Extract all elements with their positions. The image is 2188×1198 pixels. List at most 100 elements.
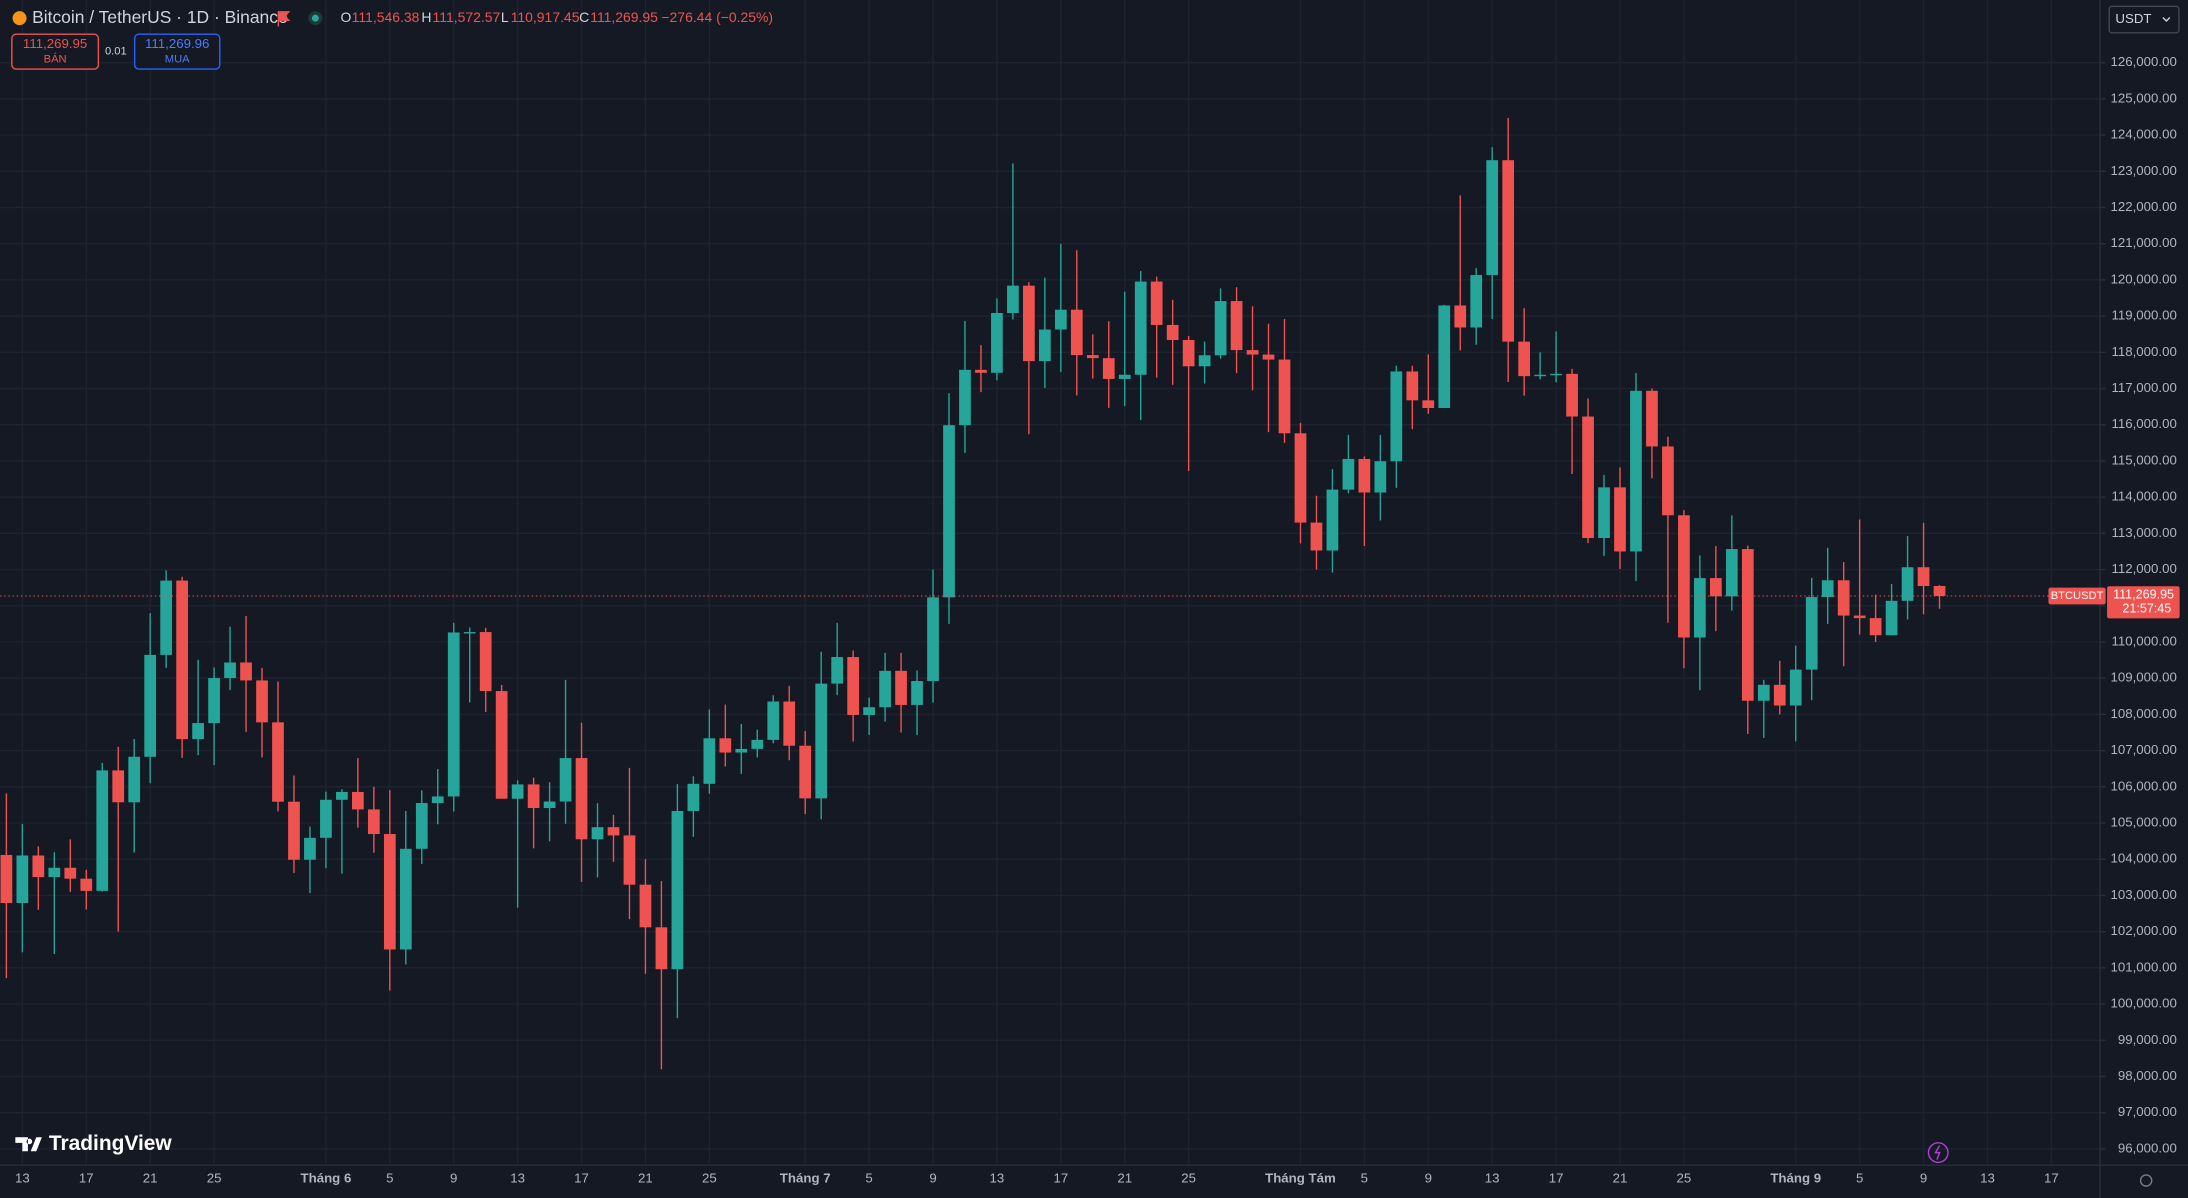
candle-body xyxy=(192,723,204,740)
candle-body xyxy=(543,801,556,809)
x-tick-label: 17 xyxy=(574,1171,589,1186)
x-tick-label: Tháng 7 xyxy=(780,1171,831,1186)
candle-body xyxy=(1582,416,1594,538)
candle-body xyxy=(1278,359,1291,434)
y-tick-label: 97,000.00 xyxy=(2118,1104,2177,1119)
x-tick-label: 21 xyxy=(1613,1171,1628,1186)
candle-body xyxy=(352,791,364,810)
candle-body xyxy=(1007,285,1019,314)
candle-body xyxy=(1326,489,1339,551)
candle-body xyxy=(1390,371,1403,462)
y-tick-label: 103,000.00 xyxy=(2111,887,2177,902)
candle-body xyxy=(1853,615,1866,619)
candle-body xyxy=(639,884,652,928)
candle-body xyxy=(959,369,971,426)
y-tick-label: 124,000.00 xyxy=(2111,127,2177,142)
ohlc-value: 111,572.57 xyxy=(433,9,501,25)
candle-body xyxy=(128,756,141,803)
y-tick-label: 112,000.00 xyxy=(2111,561,2176,576)
candle-body xyxy=(1741,549,1754,701)
candle-body xyxy=(1470,275,1483,328)
y-tick-label: 107,000.00 xyxy=(2111,742,2177,757)
candle-body xyxy=(1933,585,1946,597)
candle-body xyxy=(815,683,828,799)
buy-button[interactable] xyxy=(133,33,221,70)
symbol-title[interactable]: Bitcoin / TetherUS · 1D · Binance xyxy=(32,7,288,27)
currency-select[interactable] xyxy=(2108,5,2180,34)
candle-body xyxy=(240,662,252,681)
y-tick-label: 115,000.00 xyxy=(2111,452,2176,467)
x-tick-label: 9 xyxy=(929,1171,936,1186)
candle-body xyxy=(1486,160,1499,276)
y-tick-label: 96,000.00 xyxy=(2118,1140,2177,1155)
y-tick-label: 108,000.00 xyxy=(2111,706,2177,721)
candle-body xyxy=(1166,324,1179,341)
candle-body xyxy=(1150,281,1163,325)
candle-body xyxy=(367,809,380,835)
candle-body xyxy=(1550,373,1562,376)
candle-body xyxy=(991,313,1003,373)
candle-body xyxy=(911,681,923,705)
candle-body xyxy=(160,580,173,655)
candle-body xyxy=(1646,390,1658,447)
candle-body xyxy=(1502,160,1515,342)
y-tick-label: 98,000.00 xyxy=(2118,1068,2177,1083)
x-tick-label: 21 xyxy=(638,1171,653,1186)
candle-body xyxy=(288,801,300,860)
candle-body xyxy=(591,827,604,840)
candle-body xyxy=(575,758,588,840)
ohlc-change: −276.44 (−0.25%) xyxy=(661,9,773,25)
candle-body xyxy=(559,758,572,802)
y-tick-label: 105,000.00 xyxy=(2111,815,2177,830)
x-tick-label: 25 xyxy=(1181,1171,1196,1186)
price-tag xyxy=(2107,586,2180,619)
candle-body xyxy=(1246,350,1259,355)
candle-body xyxy=(1070,309,1083,356)
candle-body xyxy=(463,632,476,634)
flag-icon[interactable] xyxy=(277,11,291,27)
brand-name[interactable]: TradingView xyxy=(49,1132,173,1155)
x-tick-label: 25 xyxy=(207,1171,222,1186)
candle-body xyxy=(1901,567,1914,601)
candle-body xyxy=(431,796,444,804)
y-tick-label: 110,000.00 xyxy=(2111,633,2176,648)
candle-body xyxy=(479,632,492,692)
candle-body xyxy=(272,722,284,802)
y-tick-label: 106,000.00 xyxy=(2111,778,2177,793)
candle-body xyxy=(1454,305,1467,328)
sell-price: 111,269.95 xyxy=(23,36,87,51)
candle-body xyxy=(495,691,508,799)
grid xyxy=(0,0,2101,1166)
candle-body xyxy=(224,662,236,679)
y-tick-label: 109,000.00 xyxy=(2111,670,2177,685)
symbol-tag xyxy=(2048,587,2106,605)
candle-body xyxy=(1518,341,1531,377)
candle-body xyxy=(735,748,748,753)
x-tick-label: 9 xyxy=(450,1171,457,1186)
candle-body xyxy=(1438,305,1451,409)
candle-body xyxy=(1662,446,1674,516)
candle-body xyxy=(320,799,332,838)
y-tick-label: 125,000.00 xyxy=(2111,90,2177,105)
dropdown-arrow xyxy=(2162,16,2171,22)
x-tick-label: 17 xyxy=(1053,1171,1068,1186)
candle-body xyxy=(336,791,348,800)
x-tick-label: Tháng 9 xyxy=(1770,1171,1821,1186)
candle-body xyxy=(399,848,412,950)
candle-body xyxy=(1885,600,1898,636)
y-tick-label: 101,000.00 xyxy=(2111,959,2177,974)
candle-body xyxy=(32,855,45,878)
y-tick-label: 121,000.00 xyxy=(2111,235,2177,250)
candle-body xyxy=(1086,355,1099,359)
x-tick-label: Tháng 6 xyxy=(301,1171,352,1186)
candle-body xyxy=(767,701,780,740)
candle-body xyxy=(1694,578,1706,638)
sell-button[interactable] xyxy=(11,33,100,70)
settings-icon[interactable] xyxy=(2139,1174,2153,1187)
alert-icon[interactable] xyxy=(1927,1142,1949,1164)
y-tick-label: 102,000.00 xyxy=(2111,923,2177,938)
candle-body xyxy=(48,867,61,878)
y-tick-label: 118,000.00 xyxy=(2111,344,2176,359)
